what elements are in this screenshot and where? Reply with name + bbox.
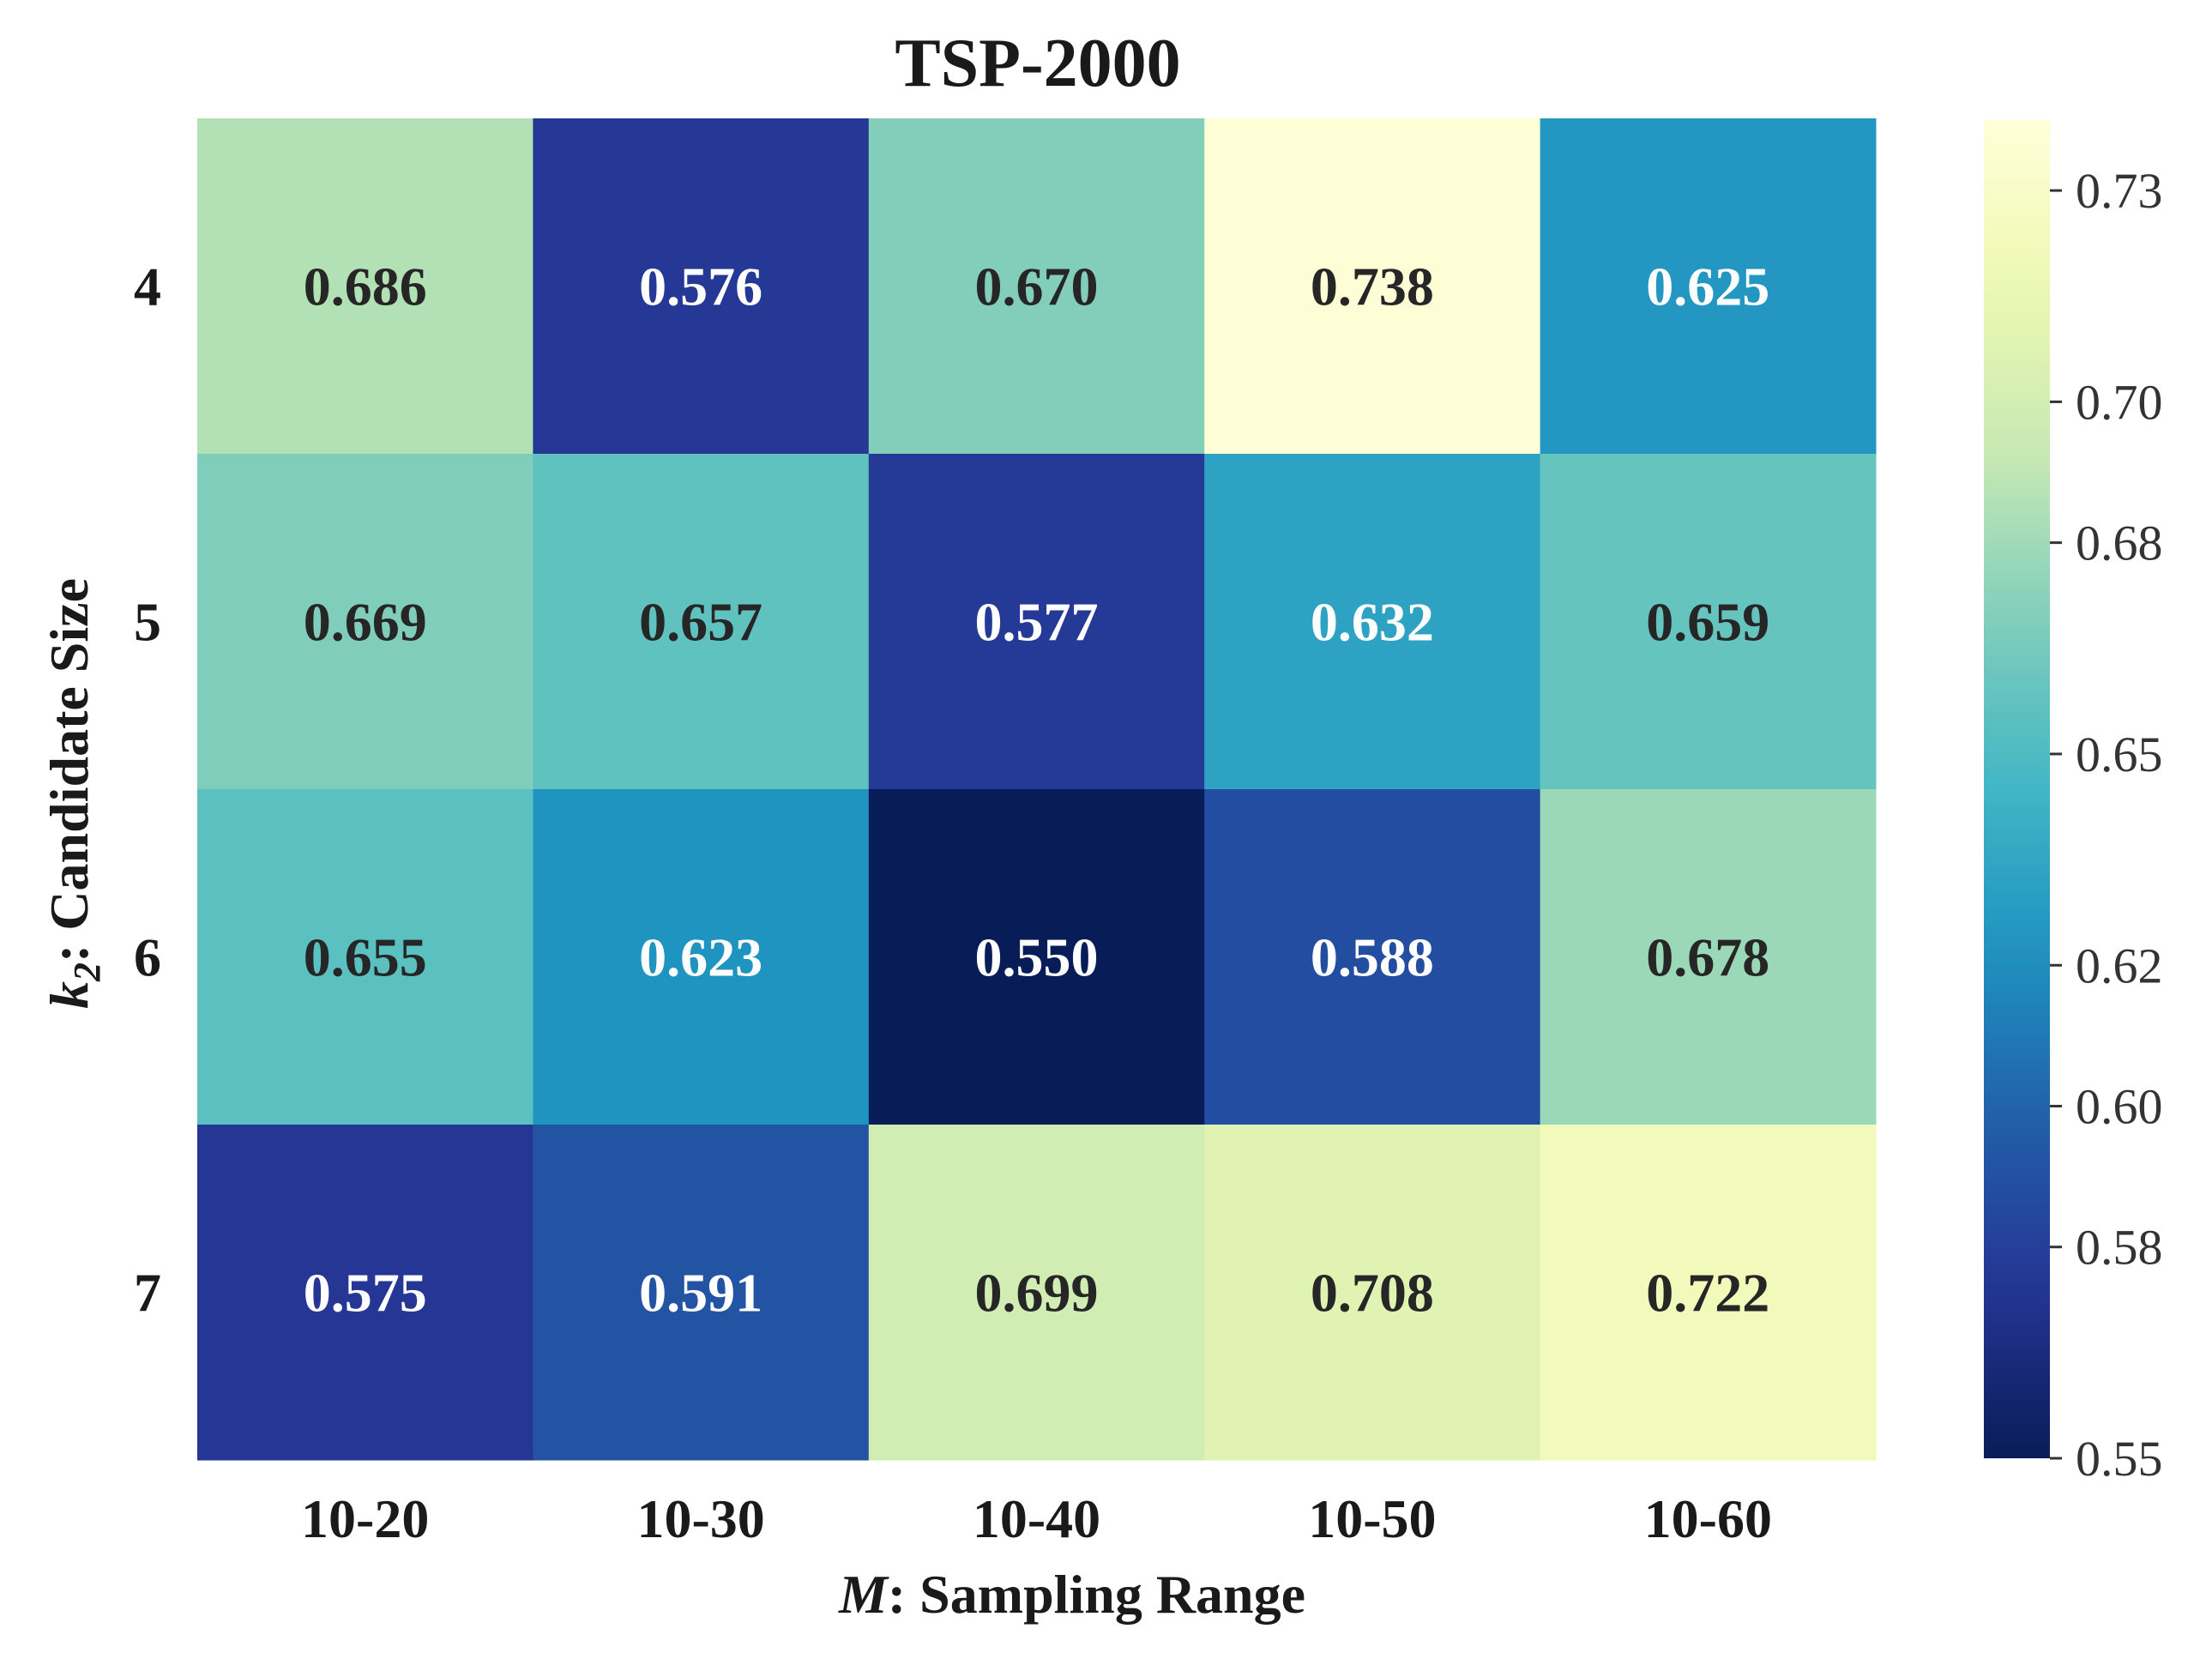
heatmap-cell-labels: 0.686 0.576 0.670 0.738 0.625 0.669 0.657 0.577… [304, 256, 1770, 1324]
heatmap-cell [197, 789, 533, 1125]
colorbar-tick-label: 0.70 [2076, 374, 2163, 430]
cell-value-label: 0.699 [975, 1263, 1099, 1324]
cell-value-label: 0.588 [1311, 927, 1434, 988]
cell-value-label: 0.632 [1311, 592, 1434, 653]
heatmap-cell [868, 1125, 1205, 1461]
cell-value-label: 0.669 [304, 592, 427, 653]
heatmap-cell [197, 118, 533, 455]
cell-value-label: 0.577 [975, 592, 1099, 653]
heatmap-cell [868, 454, 1205, 790]
chart-title: TSP-2000 [895, 26, 1180, 101]
cell-value-label: 0.625 [1646, 256, 1769, 317]
heatmap-cell [533, 118, 870, 455]
heatmap-cell [1540, 118, 1877, 455]
cell-value-label: 0.708 [1311, 1263, 1434, 1324]
x-tick-labels: 10-20 10-30 10-40 10-50 10-60 [301, 1488, 1772, 1549]
cell-value-label: 0.738 [1311, 256, 1434, 317]
heatmap-cell [533, 1125, 870, 1461]
x-tick-label: 10-40 [973, 1488, 1100, 1549]
cell-value-label: 0.623 [639, 927, 762, 988]
heatmap-cell [1540, 1125, 1877, 1461]
x-axis-label: M: Sampling Range [838, 1564, 1305, 1625]
cell-value-label: 0.670 [975, 256, 1099, 317]
x-tick-label: 10-30 [636, 1488, 764, 1549]
cell-value-label: 0.686 [304, 256, 427, 317]
x-tick-label: 10-60 [1644, 1488, 1772, 1549]
colorbar-tick-label: 0.68 [2076, 516, 2163, 571]
y-tick-label: 7 [134, 1263, 161, 1324]
colorbar-tick-label: 0.60 [2076, 1078, 2163, 1134]
colorbar-tick-label: 0.62 [2076, 938, 2163, 993]
y-tick-label: 6 [134, 927, 161, 988]
heatmap-cell [1204, 1125, 1541, 1461]
cell-value-label: 0.655 [304, 927, 427, 988]
heatmap-cells [197, 118, 1877, 1461]
cell-value-label: 0.657 [639, 592, 762, 653]
x-tick-label: 10-50 [1308, 1488, 1436, 1549]
heatmap-cell [1540, 789, 1877, 1125]
colorbar-tick-label: 0.73 [2076, 163, 2163, 219]
heatmap-cell [1204, 789, 1541, 1125]
heatmap-cell [197, 1125, 533, 1461]
cell-value-label: 0.550 [975, 927, 1099, 988]
heatmap-cell [533, 789, 870, 1125]
cell-value-label: 0.722 [1646, 1263, 1769, 1324]
y-tick-label: 5 [134, 592, 161, 653]
heatmap-cell [868, 118, 1205, 455]
x-tick-label: 10-20 [301, 1488, 429, 1549]
heatmap-cell [533, 454, 870, 790]
cell-value-label: 0.575 [304, 1263, 427, 1324]
cell-value-label: 0.576 [639, 256, 762, 317]
colorbar-tick-label: 0.55 [2076, 1431, 2163, 1487]
y-axis-label: k2: Candidate Size [39, 578, 108, 1009]
cell-value-label: 0.591 [639, 1263, 762, 1324]
heatmap-cell [1204, 118, 1541, 455]
colorbar-ticks: 0.55 0.58 0.60 0.62 0.65 0.68 0.70 0.73 [2050, 163, 2163, 1487]
cell-value-label: 0.678 [1646, 927, 1769, 988]
heatmap-cell [197, 454, 533, 790]
cell-value-label: 0.659 [1646, 592, 1769, 653]
colorbar-tick-label: 0.58 [2076, 1220, 2163, 1276]
heatmap-cell [1204, 454, 1541, 790]
heatmap-cell [1540, 454, 1877, 790]
y-tick-label: 4 [134, 256, 161, 317]
colorbar [1984, 120, 2050, 1458]
colorbar-tick-label: 0.65 [2076, 727, 2163, 782]
heatmap-cell [868, 789, 1205, 1125]
y-tick-labels: 4 5 6 7 [134, 256, 161, 1324]
